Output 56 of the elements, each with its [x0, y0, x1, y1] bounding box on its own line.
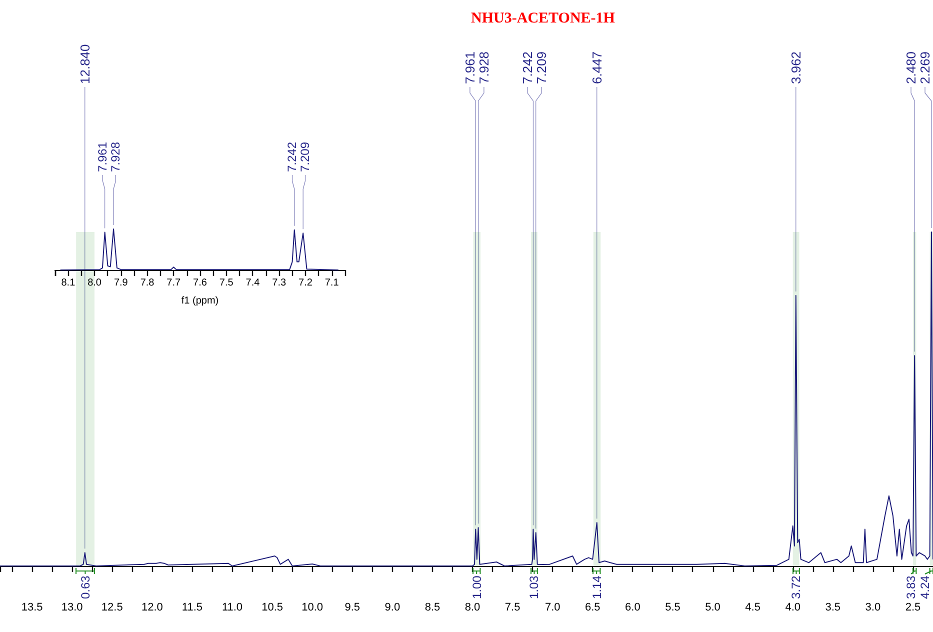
x-tick-label: 12.0 [141, 602, 163, 614]
x-tick-label: 7.5 [219, 278, 234, 288]
x-tick-label: 5.0 [705, 602, 720, 614]
annotation: 3.962 [788, 51, 804, 84]
band-label: 1.00 [470, 575, 484, 599]
annotation: 7.242 [520, 51, 536, 84]
band-label: 3.83 [904, 575, 918, 599]
annotation: 7.209 [534, 51, 550, 84]
x-tick-label: 13.5 [21, 602, 43, 614]
x-tick-label: 6.0 [625, 602, 640, 614]
annotation: 7.209 [298, 142, 312, 172]
x-tick-label: 9.0 [384, 602, 400, 614]
annotation: 6.447 [589, 51, 604, 84]
x-tick-label: 13.0 [61, 602, 83, 614]
x-tick-label: 8.1 [61, 278, 76, 288]
x-tick-label: 8.0 [464, 602, 480, 614]
band-label: 1.14 [590, 575, 604, 599]
x-tick-label: 7.5 [504, 602, 520, 614]
x-tick-label: 9.5 [344, 602, 360, 614]
x-tick-label: 7.2 [298, 278, 313, 288]
legend-label: 0.63 [78, 575, 92, 599]
annotation: 7.242 [285, 142, 300, 172]
annotation: 2.480 [904, 51, 918, 84]
x-tick-label: 4.5 [745, 602, 760, 614]
band-label: 1.03 [527, 575, 542, 599]
x-tick-label: 7.3 [272, 278, 286, 288]
annotation: 12.840 [77, 44, 92, 84]
band-label: 4.24 [918, 575, 932, 599]
x-tick-label: 7.0 [544, 602, 560, 614]
x-tick-label: 6.5 [584, 602, 600, 614]
annotation: 7.961 [462, 51, 478, 84]
x-tick-label: 3.5 [825, 602, 841, 614]
x-tick-label: 10.5 [262, 602, 284, 614]
x-tick-label: 7.7 [166, 278, 182, 288]
x-tick-label: 11.0 [222, 602, 243, 614]
x-tick-label: 7.9 [114, 278, 128, 288]
chart-title: NHU3-ACETONE-1H [471, 10, 616, 26]
annotation: 2.269 [918, 51, 932, 84]
annotation: 7.928 [476, 51, 492, 84]
x-tick-label: 5.5 [665, 602, 680, 614]
x-tick-label: 7.8 [140, 278, 155, 288]
band-label: 3.72 [789, 575, 804, 599]
x-tick-label: 4.0 [785, 602, 800, 614]
x-axis-title: f1 (ppm) [181, 296, 219, 306]
x-tick-label: 10.0 [302, 602, 324, 614]
x-tick-label: 3.0 [865, 602, 881, 614]
x-tick-label: 7.1 [324, 278, 340, 288]
x-tick-label: 8.5 [424, 602, 440, 614]
annotation: 7.961 [96, 142, 110, 172]
annotation: 7.928 [108, 142, 123, 172]
x-tick-label: 7.4 [246, 278, 260, 288]
x-tick-label: 2.5 [905, 602, 921, 614]
x-tick-label: 7.6 [193, 278, 208, 288]
x-tick-label: 12.5 [101, 602, 123, 614]
x-tick-label: 8.0 [88, 278, 102, 288]
x-tick-label: 11.5 [182, 602, 203, 614]
